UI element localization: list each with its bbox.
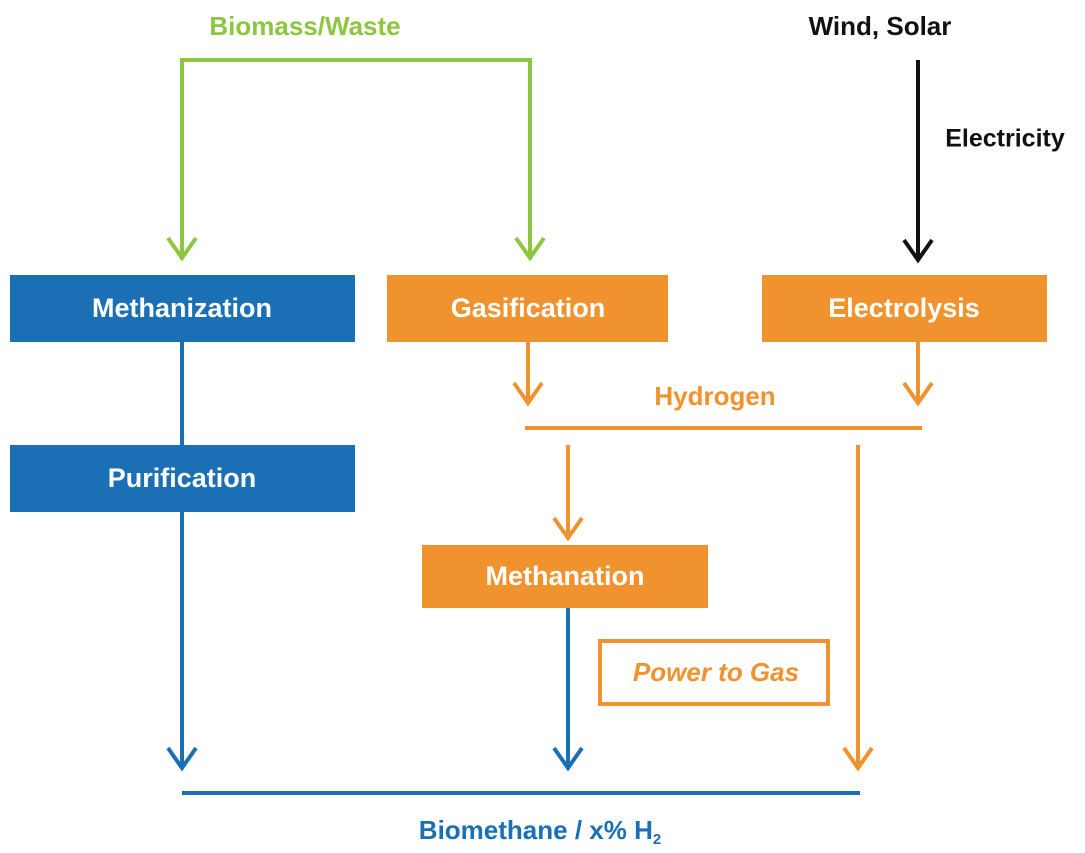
output-label: Biomethane / x% H2 bbox=[419, 815, 661, 848]
output-subscript: 2 bbox=[653, 831, 661, 848]
renewables-label: Wind, Solar bbox=[809, 11, 952, 41]
node-label: Purification bbox=[108, 463, 257, 493]
methanization-box bbox=[10, 275, 355, 342]
power-to-gas-label: Power to Gas bbox=[633, 657, 799, 687]
biomass-label: Biomass/Waste bbox=[209, 11, 400, 41]
electrolysis-box bbox=[762, 275, 1047, 342]
node-label: Electrolysis bbox=[828, 293, 980, 323]
hydrogen-label: Hydrogen bbox=[654, 381, 775, 411]
biomass-connector bbox=[166, 58, 546, 262]
orange-connector bbox=[512, 342, 934, 772]
purification-box bbox=[10, 445, 355, 512]
electricity-label: Electricity bbox=[945, 125, 1065, 153]
node-label: Gasification bbox=[451, 293, 606, 323]
gasification-box bbox=[387, 275, 668, 342]
electricity-arrow bbox=[902, 60, 934, 264]
blue-connector bbox=[166, 342, 860, 795]
power-to-gas-box bbox=[598, 639, 830, 706]
node-label: Methanization bbox=[92, 293, 272, 323]
methanation-box bbox=[422, 545, 708, 608]
node-label: Methanation bbox=[486, 561, 645, 591]
output-text: Biomethane / x% H bbox=[419, 815, 653, 845]
